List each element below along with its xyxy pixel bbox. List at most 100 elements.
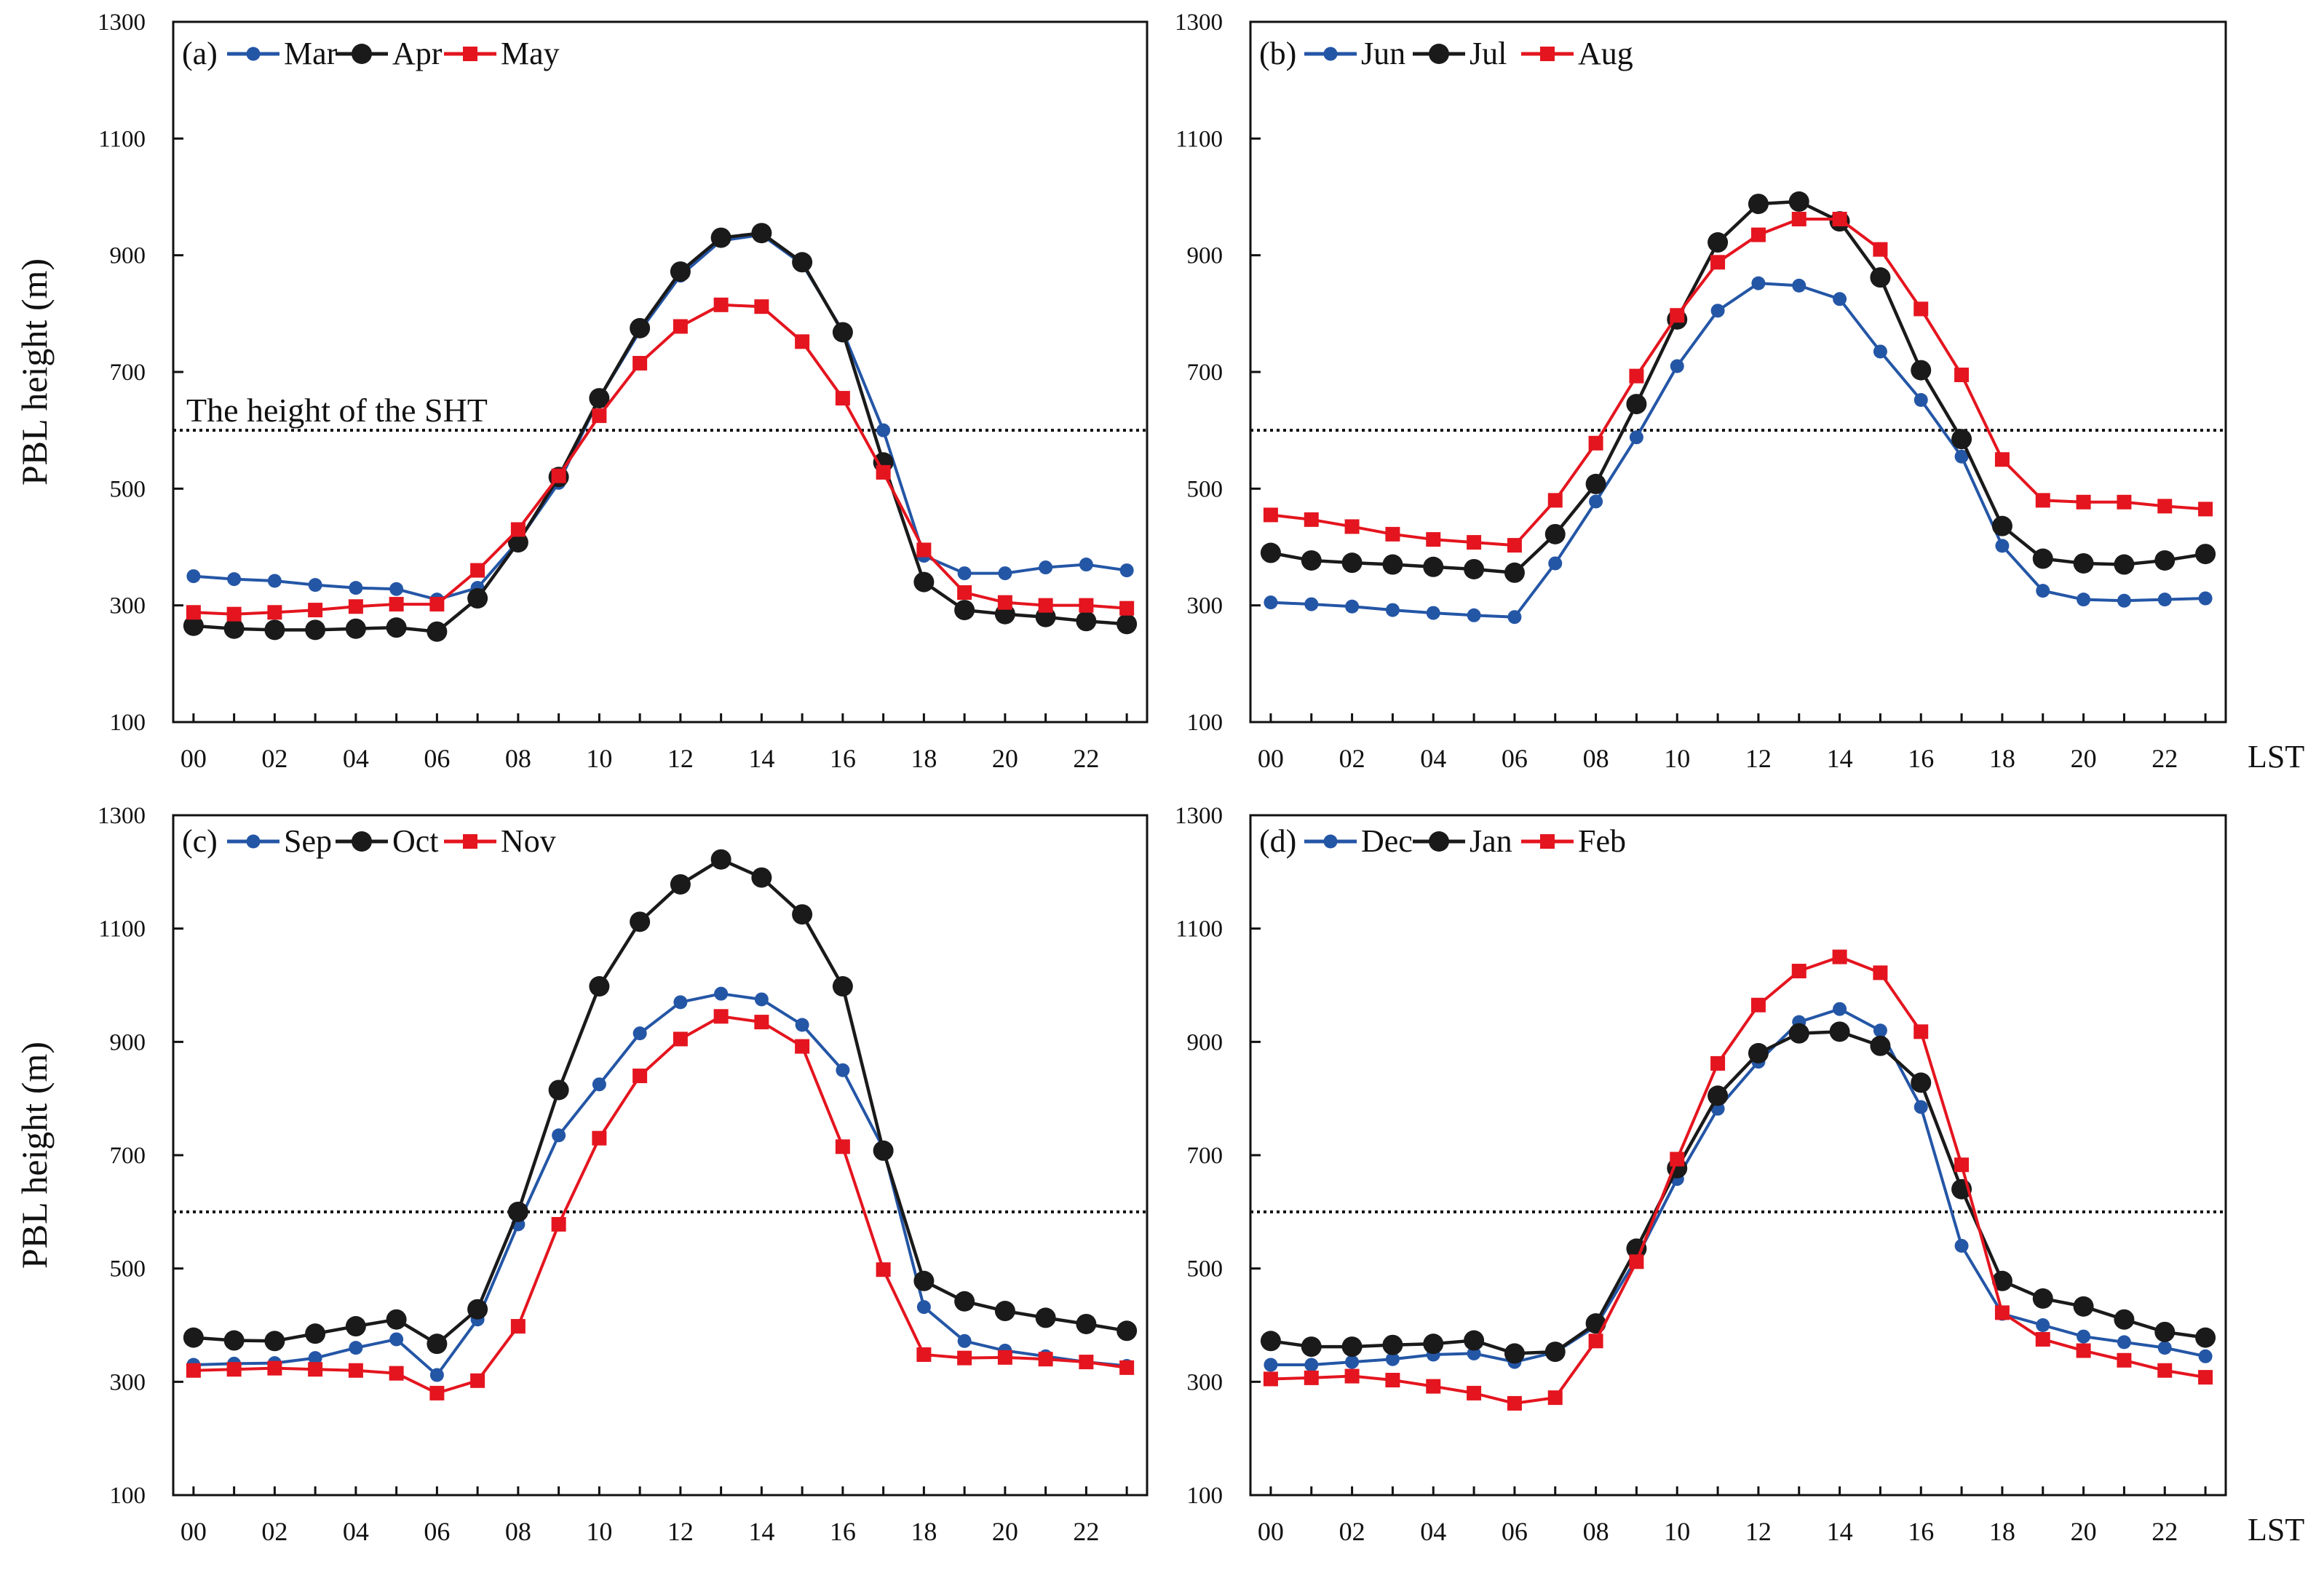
data-point-dec [2117, 1335, 2131, 1350]
data-point-may [997, 595, 1012, 610]
data-point-feb [1344, 1368, 1360, 1384]
data-point-oct [467, 1299, 488, 1320]
data-point-oct [994, 1301, 1015, 1322]
data-point-jun [2077, 593, 2091, 607]
data-point-jun [1385, 603, 1400, 617]
legend-label-dec: Dec [1361, 823, 1413, 859]
data-point-oct [710, 849, 731, 870]
x-tick-label: 10 [586, 744, 612, 773]
y-tick-label: 100 [110, 1483, 146, 1509]
x-tick-label: 14 [748, 1517, 774, 1546]
y-tick-label: 1100 [1175, 126, 1223, 152]
data-point-aug [1467, 535, 1482, 550]
legend-marker-oct [352, 831, 372, 852]
data-point-feb [2076, 1343, 2091, 1358]
data-point-jan [1788, 1023, 1809, 1044]
data-point-nov [308, 1362, 323, 1377]
data-point-nov [713, 1009, 729, 1024]
data-point-feb [1670, 1152, 1685, 1167]
data-point-feb [1507, 1395, 1522, 1411]
y-tick-label: 100 [1187, 710, 1224, 736]
data-point-jul [1991, 515, 2012, 536]
data-point-jul [2032, 548, 2053, 569]
data-point-oct [670, 873, 691, 895]
data-point-jul [1911, 360, 1932, 381]
x-tick-label: 02 [1339, 744, 1365, 773]
x-tick-label: 18 [911, 744, 937, 773]
data-point-aug [1588, 435, 1603, 451]
x-tick-label: 06 [1502, 1517, 1528, 1546]
legend-marker-feb [1540, 834, 1555, 849]
x-tick-label: 12 [667, 744, 694, 773]
x-tick-label: 20 [2071, 1517, 2097, 1546]
data-point-jun [1954, 449, 1969, 464]
data-point-dec [1954, 1239, 1969, 1253]
data-point-jun [1873, 344, 1887, 359]
data-point-sep [349, 1341, 363, 1355]
data-point-jul [2073, 552, 2094, 574]
data-point-oct [913, 1270, 935, 1291]
y-tick-label: 1100 [98, 916, 146, 943]
legend-label-may: May [501, 36, 560, 71]
data-point-nov [632, 1069, 648, 1084]
data-point-aug [2157, 499, 2173, 514]
data-point-nov [916, 1347, 932, 1362]
data-point-aug [1385, 526, 1400, 542]
sht-annotation: The height of the SHT [186, 392, 488, 429]
data-point-jun [1670, 359, 1684, 373]
data-point-nov [876, 1262, 891, 1277]
data-point-oct [832, 976, 853, 997]
data-point-nov [997, 1350, 1012, 1365]
x-tick-label: 08 [1583, 1517, 1609, 1546]
y-axis-title: PBL height (m) [14, 1042, 55, 1269]
data-point-sep [795, 1018, 809, 1032]
data-point-apr [386, 617, 407, 638]
legend-marker-sep [246, 834, 261, 849]
data-point-nov [429, 1385, 445, 1400]
data-point-apr [589, 388, 610, 409]
legend-label-jul: Jul [1470, 36, 1507, 71]
data-point-may [429, 597, 445, 612]
legend-marker-jan [1429, 831, 1449, 852]
x-tick-label: 00 [1258, 1517, 1284, 1546]
y-tick-label: 1300 [98, 9, 146, 36]
data-point-jul [1870, 267, 1891, 288]
data-point-feb [1467, 1385, 1482, 1400]
data-point-feb [1547, 1390, 1563, 1406]
data-point-mar [957, 566, 972, 581]
data-point-jan [1301, 1336, 1322, 1358]
data-point-may [226, 606, 242, 622]
data-point-jun [1629, 430, 1643, 445]
data-point-jan [1626, 1238, 1647, 1259]
data-point-jul [1544, 523, 1566, 544]
x-tick-label: 16 [830, 744, 856, 773]
data-point-jan [2073, 1296, 2094, 1317]
x-tick-label: 00 [1258, 744, 1284, 773]
x-tick-label: 04 [343, 744, 369, 773]
data-point-nov [551, 1216, 566, 1232]
data-point-aug [1710, 255, 1726, 270]
legend-label-feb: Feb [1578, 823, 1626, 859]
legend-label-mar: Mar [284, 36, 338, 71]
data-point-jul [1788, 191, 1809, 212]
x-tick-label: 04 [343, 1517, 369, 1546]
data-point-jun [1589, 494, 1603, 509]
data-point-may [632, 355, 648, 371]
data-point-aug [1791, 211, 1807, 226]
x-tick-label: 06 [424, 1517, 450, 1546]
data-point-sep [632, 1026, 647, 1041]
data-point-aug [1507, 538, 1522, 553]
data-point-aug [1954, 368, 1970, 383]
data-point-may [673, 319, 688, 334]
data-point-aug [1750, 227, 1766, 242]
data-point-nov [673, 1031, 688, 1047]
x-tick-label: 14 [1827, 1517, 1853, 1546]
data-point-aug [1426, 532, 1441, 547]
legend-marker-mar [246, 47, 261, 61]
x-unit-label: LST [2248, 1512, 2304, 1548]
data-point-may [916, 542, 932, 558]
series-line-dec [1270, 1007, 2206, 1366]
data-point-jan [1260, 1331, 1281, 1352]
data-point-aug [1994, 452, 2010, 467]
